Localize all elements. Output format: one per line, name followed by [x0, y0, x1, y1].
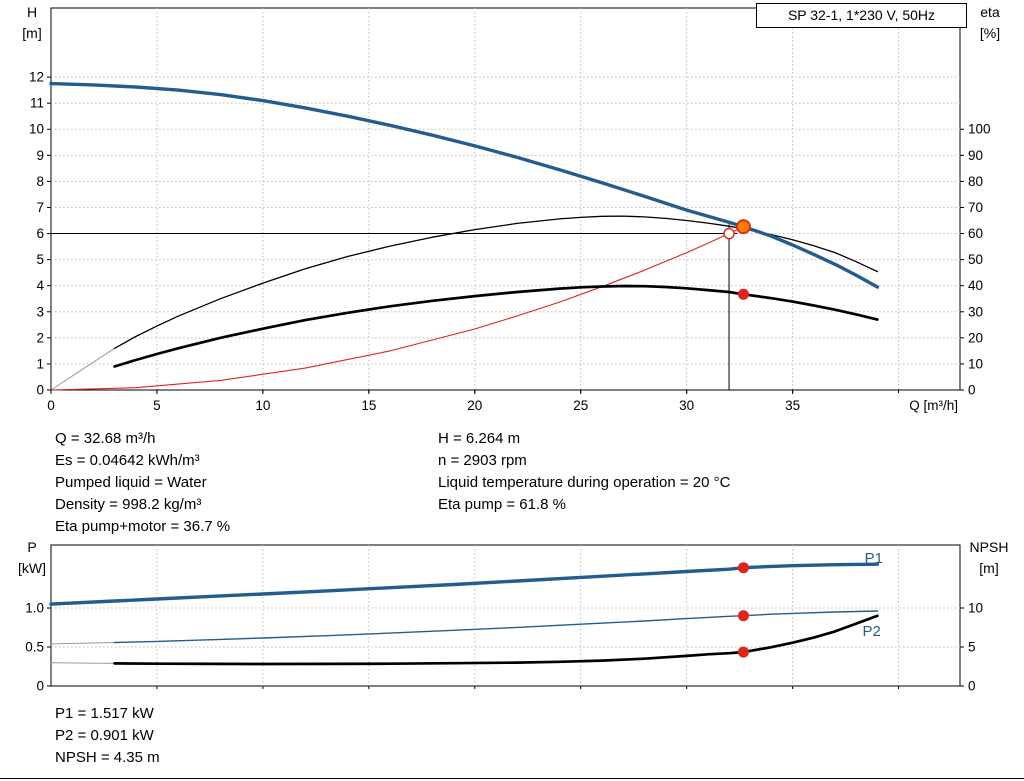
x-tick-label: 5: [153, 398, 161, 413]
x-tick-label: 25: [573, 398, 588, 413]
y-right-tick-label: 0: [968, 679, 976, 694]
h-axis-title: H [m]: [12, 2, 52, 44]
system-curve: [50, 226, 745, 391]
eta-pump-lead: [50, 347, 116, 391]
p-axis-title: P [kW]: [8, 537, 56, 579]
eta-pump-curve: [113, 215, 879, 349]
y-right-tick-label: 100: [968, 122, 991, 137]
duty-point-marker[interactable]: [736, 219, 751, 235]
h-axis-name: H: [26, 4, 38, 20]
info-specific-energy: Es = 0.04642 kWh/m³: [55, 452, 200, 469]
info-npsh: NPSH = 4.35 m: [55, 749, 160, 766]
p1-curve: [49, 562, 880, 606]
y-left-tick-label: 7: [36, 200, 44, 215]
power-info: P1 = 1.517 kW P2 = 0.901 kW NPSH = 4.35 …: [55, 703, 160, 769]
y-right-tick-label: 0: [968, 383, 976, 398]
x-tick-label: 35: [785, 398, 800, 413]
y-right-tick-label: 60: [968, 226, 983, 241]
curve-label-p1: P1: [865, 550, 883, 567]
y-left-tick-label: 1.0: [25, 601, 44, 616]
y-right-tick-label: 90: [968, 148, 983, 163]
eta-axis-unit: [%]: [979, 25, 1001, 41]
power-npsh-chart: 0 0.5 1.0 0 5 10 P1 P2: [25, 544, 983, 694]
info-head: H = 6.264 m: [438, 430, 521, 447]
eta-axis-name: eta: [980, 4, 1000, 20]
y-left-tick-label: 4: [36, 278, 44, 293]
info-speed: n = 2903 rpm: [438, 452, 527, 469]
p2-curve: [113, 610, 879, 644]
info-eta-pump-motor: Eta pump+motor = 36.7 %: [55, 518, 231, 535]
requested-duty-marker[interactable]: [723, 227, 735, 240]
h-curve: [49, 81, 880, 289]
x-tick-label: 20: [467, 398, 482, 413]
y-left-tick-label: 11: [30, 96, 44, 111]
y-right-tick-label: 40: [968, 278, 983, 293]
curve-label-p2: P2: [863, 623, 881, 640]
npsh-axis-name: NPSH: [969, 539, 1009, 555]
p1-duty-marker: [737, 562, 749, 574]
duty-info-right: H = 6.264 m n = 2903 rpm Liquid temperat…: [438, 428, 730, 516]
y-left-tick-label: 0.5: [25, 640, 44, 655]
y-left-tick-label: 5: [36, 252, 44, 267]
y-right-tick-label: 70: [968, 200, 983, 215]
y-left-tick-label: 10: [29, 122, 44, 137]
eta-duty-marker: [737, 288, 749, 300]
y-left-tick-label: 3: [36, 304, 44, 319]
top-plot-frame: [50, 7, 961, 391]
y-left-tick-label: 2: [36, 330, 44, 345]
y-left-tick-label: 0: [36, 679, 44, 694]
page-bottom-border: [0, 778, 1024, 779]
y-right-tick-label: 80: [968, 174, 983, 189]
info-flow: Q = 32.68 m³/h: [55, 430, 156, 447]
y-left-tick-label: 9: [36, 148, 44, 163]
x-axis-label: Q [m³/h]: [909, 398, 958, 413]
y-right-tick-label: 20: [968, 330, 983, 345]
y-right-tick-label: 5: [968, 640, 976, 655]
npsh-duty-marker: [737, 646, 749, 658]
x-tick-label: 30: [679, 398, 694, 413]
info-pumped-liquid: Pumped liquid = Water: [55, 474, 207, 491]
eta-axis-title: eta [%]: [966, 2, 1014, 44]
duty-info-left: Q = 32.68 m³/h Es = 0.04642 kWh/m³ Pumpe…: [55, 428, 230, 538]
y-right-tick-label: 10: [968, 601, 983, 616]
y-left-tick-label: 6: [36, 226, 44, 241]
p-axis-name: P: [27, 539, 37, 555]
pump-model-box: SP 32-1, 1*230 V, 50Hz: [756, 3, 967, 28]
y-right-tick-label: 50: [968, 252, 983, 267]
p2-lead: [50, 642, 116, 645]
npsh-lead: [50, 662, 116, 664]
info-p2: P2 = 0.901 kW: [55, 727, 154, 744]
info-eta-pump: Eta pump = 61.8 %: [438, 496, 566, 513]
x-tick-label: 15: [361, 398, 376, 413]
npsh-axis-unit: [m]: [979, 560, 999, 576]
y-left-tick-label: 12: [29, 70, 44, 85]
h-axis-unit: [m]: [22, 25, 42, 41]
y-right-tick-label: 10: [968, 356, 983, 371]
x-tick-label: 10: [255, 398, 270, 413]
npsh-curve: [113, 614, 879, 666]
x-tick-label: 0: [47, 398, 55, 413]
y-left-tick-label: 0: [36, 383, 44, 398]
p2-duty-marker: [737, 610, 749, 622]
y-left-tick-label: 1: [36, 356, 44, 371]
y-left-tick-label: 8: [36, 174, 44, 189]
eta-pump-motor-curve: [113, 284, 879, 368]
npsh-axis-title: NPSH [m]: [958, 537, 1020, 579]
p-axis-unit: [kW]: [18, 560, 46, 576]
info-liquid-temperature: Liquid temperature during operation = 20…: [438, 474, 731, 491]
info-density: Density = 998.2 kg/m³: [55, 496, 202, 513]
y-right-tick-label: 30: [968, 304, 983, 319]
info-p1: P1 = 1.517 kW: [55, 705, 154, 722]
